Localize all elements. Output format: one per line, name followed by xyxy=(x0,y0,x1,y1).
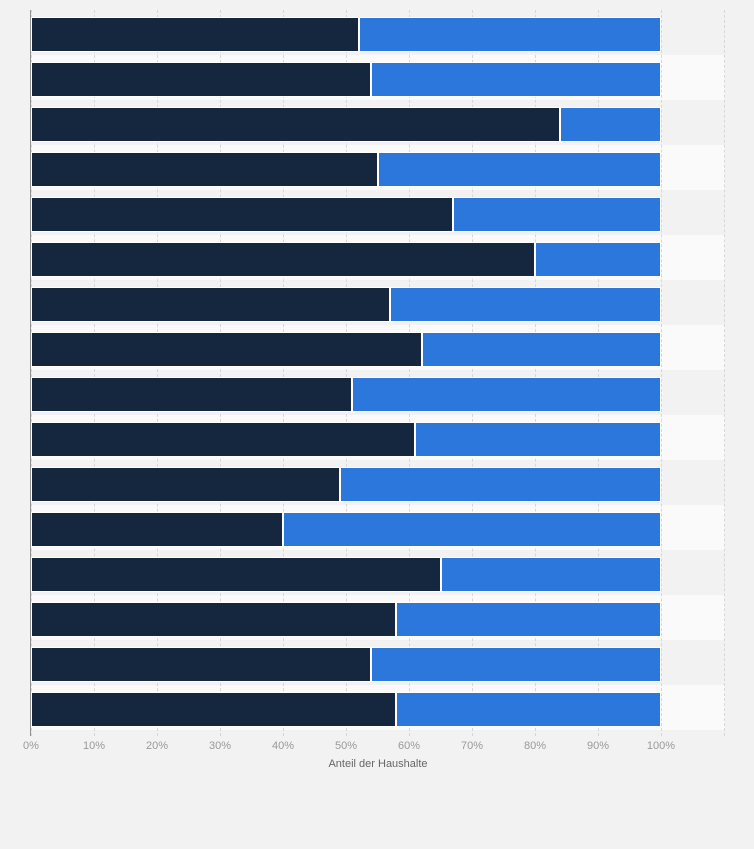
bar-row xyxy=(31,512,661,547)
x-axis-tick-label: 70% xyxy=(460,740,484,752)
bar-row xyxy=(31,17,661,52)
bar-segment-dark[interactable] xyxy=(31,692,397,727)
bar-row xyxy=(31,422,661,457)
x-axis-tick-label: 80% xyxy=(523,740,547,752)
gridline xyxy=(31,10,32,736)
bar-segment-blue[interactable] xyxy=(358,17,661,52)
x-axis-tick-label: 90% xyxy=(586,740,610,752)
gridline xyxy=(94,10,95,736)
bar-segment-dark[interactable] xyxy=(31,602,397,637)
bar-segment-dark[interactable] xyxy=(31,17,359,52)
bar-segment-dark[interactable] xyxy=(31,287,391,322)
bar-segment-blue[interactable] xyxy=(453,197,661,232)
bar-segment-dark[interactable] xyxy=(31,197,454,232)
bar-segment-blue[interactable] xyxy=(377,152,661,187)
gridline xyxy=(220,10,221,736)
bar-segment-blue[interactable] xyxy=(560,107,661,142)
bar-segment-blue[interactable] xyxy=(535,242,661,277)
bar-row xyxy=(31,197,661,232)
gridline xyxy=(409,10,410,736)
bar-row xyxy=(31,332,661,367)
gridline xyxy=(472,10,473,736)
bar-row xyxy=(31,287,661,322)
bar-segment-blue[interactable] xyxy=(440,557,661,592)
x-axis-tick-label: 40% xyxy=(271,740,295,752)
gridline xyxy=(157,10,158,736)
bar-segment-dark[interactable] xyxy=(31,422,416,457)
bar-segment-dark[interactable] xyxy=(31,647,372,682)
bar-segment-blue[interactable] xyxy=(421,332,661,367)
bar-row xyxy=(31,602,661,637)
gridline xyxy=(535,10,536,736)
bar-segment-dark[interactable] xyxy=(31,377,353,412)
bar-segment-dark[interactable] xyxy=(31,62,372,97)
bar-row xyxy=(31,242,661,277)
gridline xyxy=(724,10,725,736)
bar-segment-dark[interactable] xyxy=(31,107,561,142)
bar-segment-dark[interactable] xyxy=(31,332,422,367)
bar-segment-blue[interactable] xyxy=(396,692,661,727)
bar-segment-dark[interactable] xyxy=(31,467,340,502)
x-axis-tick-label: 100% xyxy=(646,740,676,752)
bar-segment-blue[interactable] xyxy=(396,602,661,637)
bar-row xyxy=(31,62,661,97)
bar-segment-blue[interactable] xyxy=(283,512,661,547)
bar-segment-blue[interactable] xyxy=(371,62,661,97)
bar-row xyxy=(31,377,661,412)
bar-segment-blue[interactable] xyxy=(339,467,661,502)
x-axis-tick-label: 50% xyxy=(334,740,358,752)
x-axis-tick-label: 10% xyxy=(82,740,106,752)
bar-segment-dark[interactable] xyxy=(31,512,283,547)
category-axis-line xyxy=(30,10,31,736)
bar-row xyxy=(31,647,661,682)
bar-row xyxy=(31,152,661,187)
x-axis-tick-label: 30% xyxy=(208,740,232,752)
x-axis-title: Anteil der Haushalte xyxy=(328,758,428,770)
bar-segment-blue[interactable] xyxy=(390,287,661,322)
x-axis-tick-label: 60% xyxy=(397,740,421,752)
bar-row xyxy=(31,692,661,727)
bar-segment-blue[interactable] xyxy=(371,647,661,682)
bar-segment-dark[interactable] xyxy=(31,152,378,187)
gridline xyxy=(283,10,284,736)
bar-row xyxy=(31,467,661,502)
x-axis-tick-label: 0% xyxy=(23,740,39,752)
gridline xyxy=(661,10,662,736)
bar-segment-dark[interactable] xyxy=(31,242,535,277)
bar-row xyxy=(31,557,661,592)
bar-segment-blue[interactable] xyxy=(352,377,661,412)
bar-segment-blue[interactable] xyxy=(415,422,661,457)
bar-segment-dark[interactable] xyxy=(31,557,441,592)
gridline xyxy=(346,10,347,736)
bar-row xyxy=(31,107,661,142)
x-axis-tick-label: 20% xyxy=(145,740,169,752)
gridline xyxy=(598,10,599,736)
